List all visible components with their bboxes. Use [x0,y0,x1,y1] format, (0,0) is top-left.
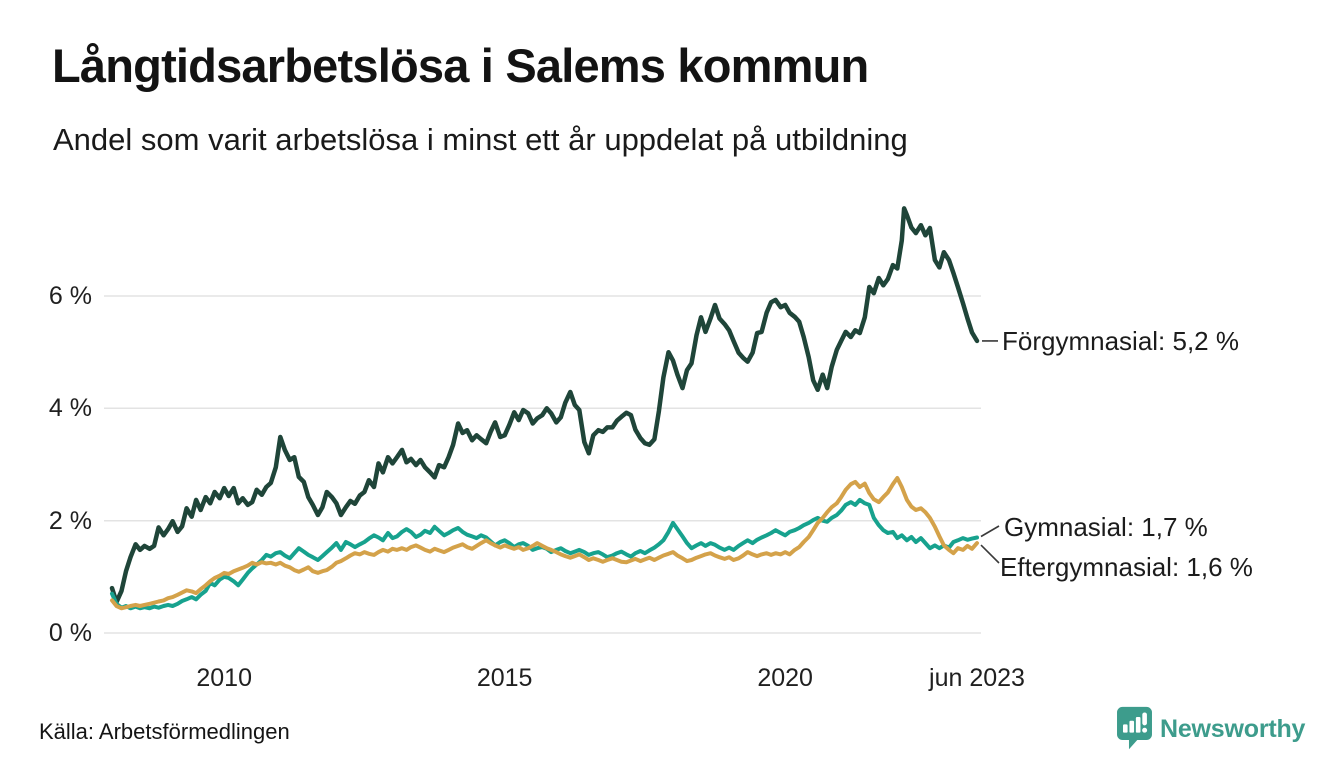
y-tick-label-6: 6 % [48,282,92,310]
x-tick-label-2020: 2020 [757,664,813,692]
y-tick-label-4: 4 % [48,394,92,423]
source-note: Källa: Arbetsförmedlingen [39,719,290,744]
page-title: Långtidsarbetslösa i Salems kommun [52,39,869,92]
x-tick-label-jun-2023: jun 2023 [929,664,1025,692]
annotation-connector [980,525,1000,538]
y-tick-label-0: 0 % [48,619,92,647]
annotation-connector [980,544,1000,564]
newsworthy-brand: Newsworthy [1116,706,1305,752]
y-tick-label-2: 2 % [48,506,92,535]
x-tick-label-2010: 2010 [196,664,252,692]
series-label-forgymnasial: Förgymnasial: 5,2 % [1002,326,1239,356]
series-label-eftergymnasial: Eftergymnasial: 1,6 % [1000,552,1253,582]
page-subtitle: Andel som varit arbetslösa i minst ett å… [53,122,908,157]
series-line-forgymnasial [109,206,980,605]
series-line-gymnasial [110,497,979,611]
series-label-gymnasial: Gymnasial: 1,7 % [1004,512,1208,542]
x-tick-label-2015: 2015 [476,664,533,692]
newsworthy-wordmark: Newsworthy [1160,714,1306,743]
series-line-eftergymnasial [110,476,979,611]
newsworthy-logo-icon [1116,706,1153,752]
